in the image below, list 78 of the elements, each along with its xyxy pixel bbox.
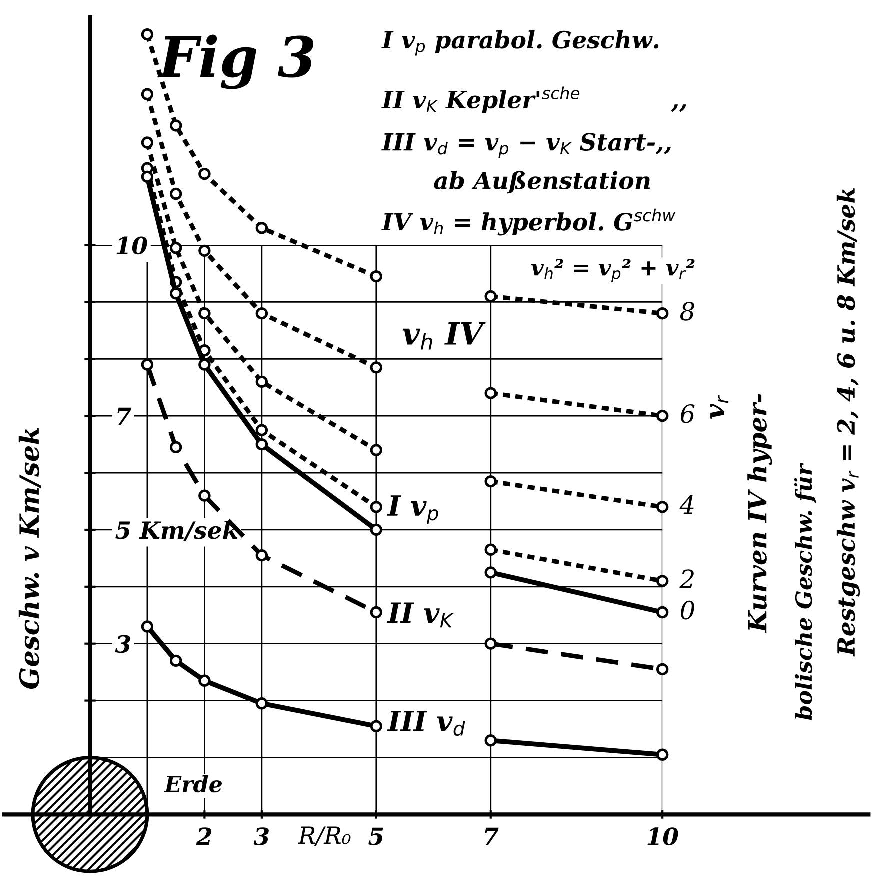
y-tick-label: 5 Km/sek: [116, 521, 238, 542]
point: [484, 566, 497, 579]
chart-title: Fig 3: [158, 34, 314, 90]
x-tick-label: 10: [648, 828, 678, 846]
point: [170, 242, 182, 254]
point: [198, 358, 211, 371]
point: [141, 170, 154, 184]
point: [484, 544, 497, 556]
y-axis-title: Geschw. v Km/sek: [18, 428, 42, 690]
point: [198, 674, 211, 687]
series-label: 2: [680, 570, 694, 588]
annotation: v$_{h}$² = v$_{p}$² + v$_{r}$²: [531, 259, 695, 282]
point: [256, 438, 268, 451]
annotation: bolische Geschw. für: [794, 463, 816, 720]
annotation: v$_{h}$ IV: [402, 322, 486, 350]
text: II v$_{K}$ Kepler'$^{sche}$ ,,: [382, 86, 686, 114]
point: [170, 654, 182, 668]
point: [656, 575, 669, 588]
annotation: v$_{r}$: [710, 395, 729, 420]
point: [141, 88, 154, 100]
annotation: Erde: [164, 775, 222, 793]
annotation: IV v$_{h}$ = hyperbol. G$^{schw}$: [382, 208, 676, 236]
point: [256, 424, 268, 436]
x-tick-label: 2: [196, 828, 212, 846]
point: [256, 307, 268, 320]
x-tick-label: 7: [485, 828, 499, 846]
y-tick-label: 3: [115, 635, 130, 654]
series-label: II v$_{K}$: [387, 602, 454, 628]
point: [170, 441, 182, 454]
point: [256, 376, 268, 388]
point: [656, 748, 669, 762]
point: [370, 501, 383, 514]
point: [484, 638, 497, 650]
point: [141, 136, 154, 149]
x-axis-title: R/R₀: [298, 826, 351, 846]
point: [198, 307, 211, 320]
annotation: 0: [681, 600, 694, 620]
point: [484, 734, 497, 747]
y-tick-label: 10: [116, 236, 148, 255]
point: [370, 444, 383, 456]
point: [484, 475, 497, 488]
annotation: Restgeschw v$_{r}$ = 2, 4, 6 u. 8 Km/sek: [836, 188, 860, 657]
series-label: 4: [680, 496, 694, 514]
annotation: ab Außenstation: [434, 171, 650, 194]
point: [370, 606, 383, 619]
point: [656, 501, 669, 514]
x-tick-label: 5: [368, 828, 384, 846]
point: [484, 290, 497, 303]
point: [484, 387, 497, 400]
point: [370, 270, 383, 283]
point: [256, 549, 268, 562]
point: [370, 524, 383, 536]
annotation: Kurven IV hyper-: [748, 394, 772, 634]
point: [256, 698, 268, 710]
point: [370, 720, 383, 733]
point: [656, 307, 669, 320]
point: [170, 120, 182, 132]
point: [141, 28, 154, 41]
point: [198, 168, 211, 180]
x-tick-label: 3: [254, 828, 269, 846]
y-tick-label: 7: [118, 408, 132, 426]
annotation: I v$_{p}$ parabol. Geschw.: [382, 30, 659, 56]
point: [656, 410, 669, 422]
point: [141, 620, 154, 633]
point: [141, 358, 154, 371]
point: [170, 288, 182, 300]
series-label: 6: [680, 404, 695, 424]
series-label: 8: [680, 302, 694, 321]
point: [656, 663, 669, 676]
series-label: I v$_{p}$: [387, 496, 438, 524]
point: [656, 606, 669, 619]
series-label: III v$_{d}$: [387, 710, 466, 736]
annotation: III v$_{d}$ = v$_{p}$ − v$_{K}$ Start-,,: [382, 133, 672, 158]
point: [198, 244, 211, 258]
point: [170, 188, 182, 200]
point: [370, 362, 383, 374]
point: [198, 490, 211, 502]
point: [256, 222, 268, 234]
